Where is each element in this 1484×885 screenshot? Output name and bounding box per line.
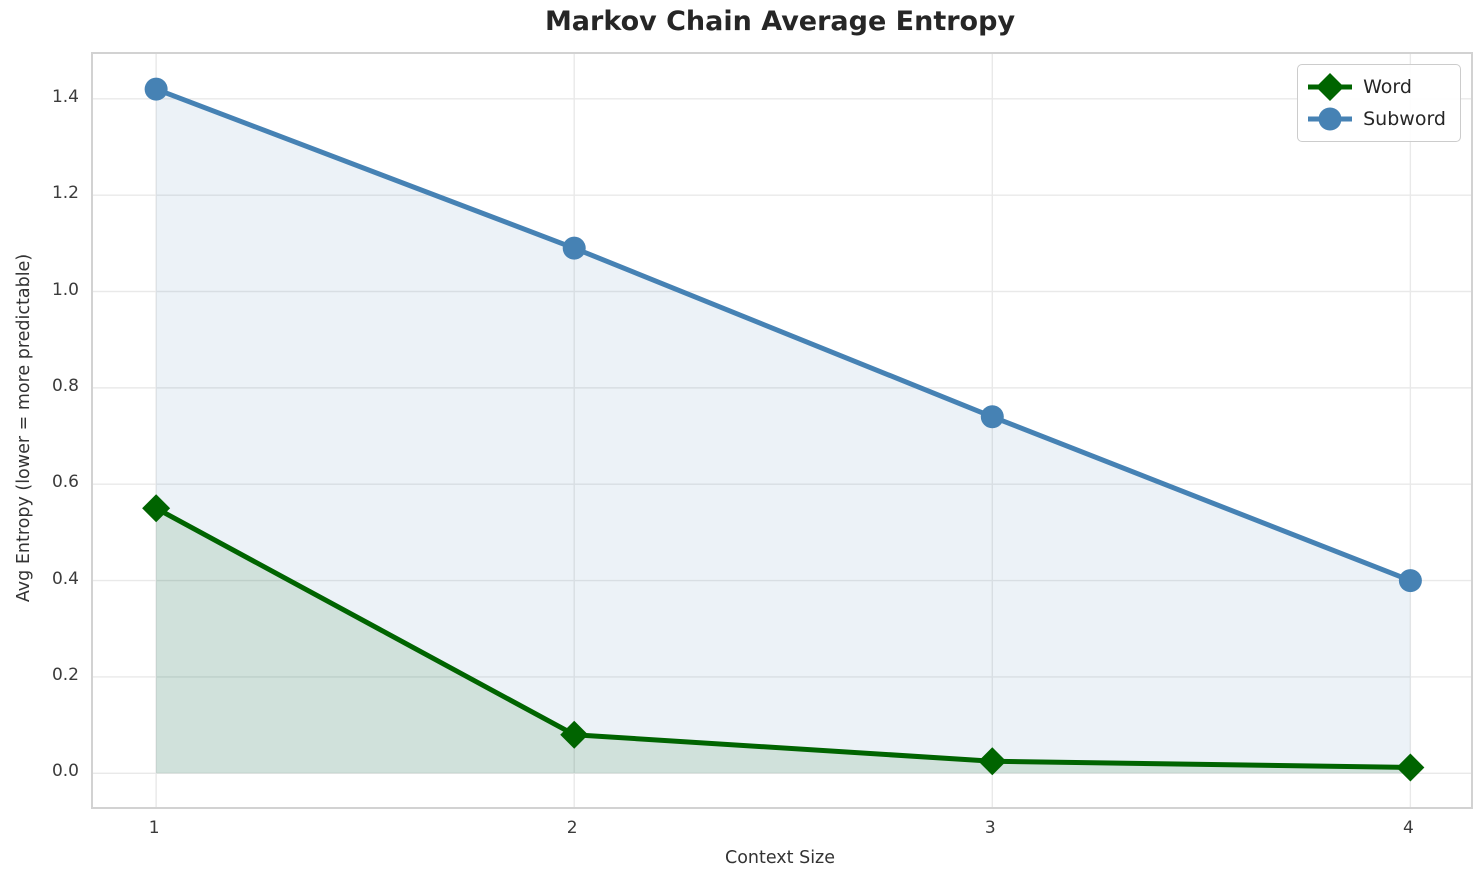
legend-label: Subword bbox=[1363, 108, 1446, 130]
legend-item-subword: Subword bbox=[1307, 104, 1446, 134]
y-axis-label: Avg Entropy (lower = more predictable) bbox=[14, 253, 34, 603]
legend-label: Word bbox=[1363, 76, 1412, 98]
x-tick-label: 2 bbox=[566, 818, 578, 838]
line-word bbox=[153, 505, 1413, 770]
y-tick-label: 1.2 bbox=[51, 183, 79, 204]
diamond-marker-icon bbox=[1308, 73, 1353, 101]
x-tick-label: 3 bbox=[984, 818, 996, 838]
y-tick-label: 1.4 bbox=[51, 86, 79, 107]
area-fill-subword bbox=[156, 89, 1411, 774]
diamond-marker-icon bbox=[1396, 753, 1425, 782]
x-axis-label: Context Size bbox=[724, 848, 836, 868]
plot-area: Word Subword bbox=[91, 52, 1473, 809]
y-tick-label: 0.4 bbox=[51, 568, 79, 589]
y-tick-label: 0.6 bbox=[51, 472, 79, 493]
legend: Word Subword bbox=[1297, 64, 1461, 142]
chart-canvas bbox=[93, 54, 1471, 807]
diamond-marker-icon bbox=[560, 720, 589, 749]
y-tick-label: 0.2 bbox=[51, 664, 79, 685]
circle-marker-icon bbox=[144, 77, 168, 101]
circle-marker-icon bbox=[1398, 569, 1422, 593]
x-tick-label: 4 bbox=[1402, 818, 1414, 838]
area-fill-word bbox=[156, 508, 1411, 774]
legend-item-word: Word bbox=[1307, 72, 1446, 102]
y-tick-label: 0.0 bbox=[51, 761, 79, 782]
line-subword bbox=[153, 86, 1413, 584]
circle-marker-icon bbox=[1308, 107, 1353, 131]
chart-title: Markov Chain Average Entropy bbox=[544, 6, 1016, 37]
diamond-marker-icon bbox=[142, 494, 171, 523]
circle-marker-icon bbox=[562, 236, 586, 260]
circle-marker-icon bbox=[980, 405, 1004, 429]
y-tick-label: 0.8 bbox=[51, 375, 79, 396]
diamond-marker-icon bbox=[978, 747, 1007, 776]
x-tick-label: 1 bbox=[148, 818, 160, 838]
y-tick-label: 1.0 bbox=[51, 279, 79, 300]
